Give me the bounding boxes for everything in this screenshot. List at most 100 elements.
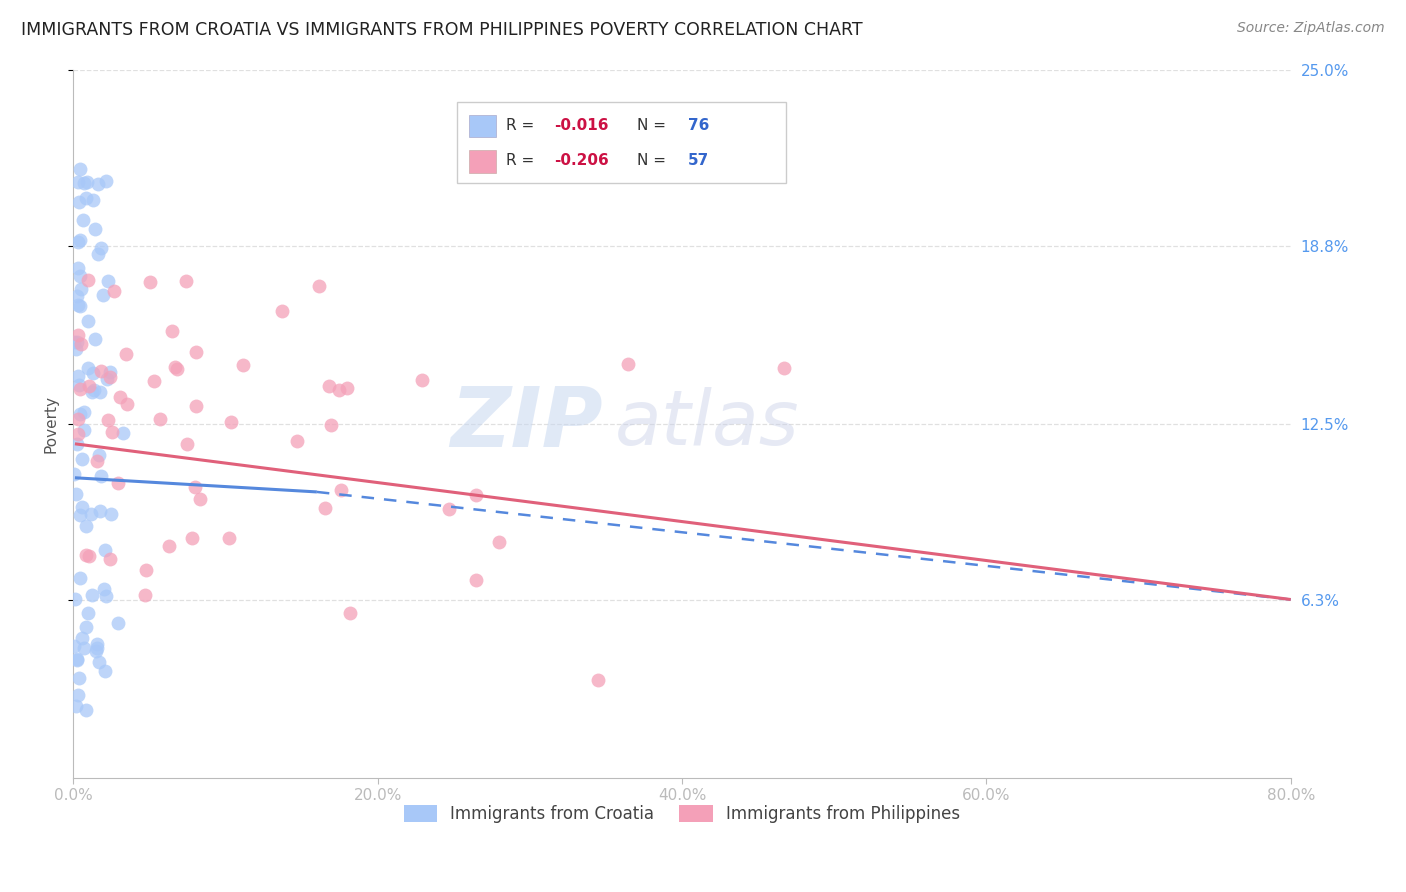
Point <box>308 279 330 293</box>
Point <box>80 588 103 602</box>
Point <box>90 363 112 377</box>
Point <box>271 303 294 318</box>
Point <box>80 507 103 521</box>
Point <box>65 487 87 501</box>
Point <box>89 448 111 462</box>
Point <box>89 504 111 518</box>
Point <box>149 412 172 426</box>
Point <box>328 384 350 398</box>
Point <box>66 369 89 384</box>
Point <box>134 563 156 577</box>
Point <box>91 288 114 302</box>
Point <box>70 631 93 645</box>
Point <box>111 425 134 440</box>
Point <box>87 177 110 191</box>
Point <box>65 342 87 356</box>
Point <box>87 247 110 261</box>
Point <box>157 539 180 553</box>
Point <box>183 480 205 494</box>
Point <box>83 332 105 346</box>
Text: -0.016: -0.016 <box>554 119 609 134</box>
Point <box>86 640 108 655</box>
Point <box>67 298 90 312</box>
Point <box>188 491 211 506</box>
Text: IMMIGRANTS FROM CROATIA VS IMMIGRANTS FROM PHILIPPINES POVERTY CORRELATION CHART: IMMIGRANTS FROM CROATIA VS IMMIGRANTS FR… <box>21 21 863 38</box>
Y-axis label: Poverty: Poverty <box>44 395 58 453</box>
Point <box>69 233 91 247</box>
Point <box>76 175 98 189</box>
Point <box>83 384 105 398</box>
Point <box>588 673 610 688</box>
Point <box>285 434 308 448</box>
Text: N =: N = <box>637 119 671 134</box>
Point <box>97 274 120 288</box>
Point <box>82 366 104 380</box>
Point <box>66 688 89 702</box>
Point <box>411 373 433 387</box>
Point <box>66 261 89 276</box>
Point <box>94 174 117 188</box>
Point <box>66 436 89 450</box>
Point <box>115 347 138 361</box>
Point <box>176 274 198 288</box>
Point <box>318 379 340 393</box>
Point <box>66 651 89 665</box>
Point <box>96 589 118 603</box>
Point <box>98 365 121 379</box>
Point <box>76 361 98 376</box>
Point <box>72 213 94 227</box>
Point <box>69 383 91 397</box>
Point <box>232 358 254 372</box>
Point <box>184 345 207 359</box>
Bar <box>470 150 496 173</box>
Point <box>107 615 129 630</box>
Point <box>69 571 91 585</box>
Point <box>89 655 111 669</box>
Point <box>65 699 87 714</box>
Point <box>63 640 86 654</box>
Point <box>98 369 121 384</box>
Point <box>73 423 96 437</box>
Point <box>86 454 108 468</box>
Point <box>96 371 118 385</box>
Point <box>90 469 112 483</box>
Point <box>464 573 486 587</box>
Point <box>90 241 112 255</box>
Point <box>69 269 91 284</box>
Point <box>97 412 120 426</box>
Point <box>75 620 97 634</box>
Point <box>165 359 187 374</box>
Point <box>439 502 461 516</box>
Point <box>73 404 96 418</box>
Point <box>176 437 198 451</box>
Point <box>66 289 89 303</box>
Point <box>73 640 96 655</box>
Point <box>89 385 111 400</box>
Point <box>67 671 90 685</box>
Point <box>98 551 121 566</box>
Point <box>72 451 94 466</box>
Text: Source: ZipAtlas.com: Source: ZipAtlas.com <box>1237 21 1385 35</box>
Point <box>69 337 91 351</box>
Point <box>67 195 90 210</box>
Text: 76: 76 <box>688 119 710 134</box>
Text: atlas: atlas <box>614 387 800 461</box>
Text: 57: 57 <box>688 153 710 169</box>
Point <box>63 592 86 607</box>
Point <box>69 161 91 176</box>
Point <box>160 324 183 338</box>
Point <box>82 193 104 207</box>
Point <box>75 519 97 533</box>
Point <box>75 191 97 205</box>
Point <box>166 361 188 376</box>
Bar <box>470 115 496 137</box>
Point <box>103 284 125 298</box>
Point <box>77 549 100 563</box>
Point <box>69 508 91 522</box>
Point <box>77 273 100 287</box>
Text: -0.206: -0.206 <box>554 153 609 169</box>
Point <box>66 175 89 189</box>
Point <box>134 588 156 602</box>
Point <box>93 582 115 597</box>
Point <box>63 334 86 349</box>
